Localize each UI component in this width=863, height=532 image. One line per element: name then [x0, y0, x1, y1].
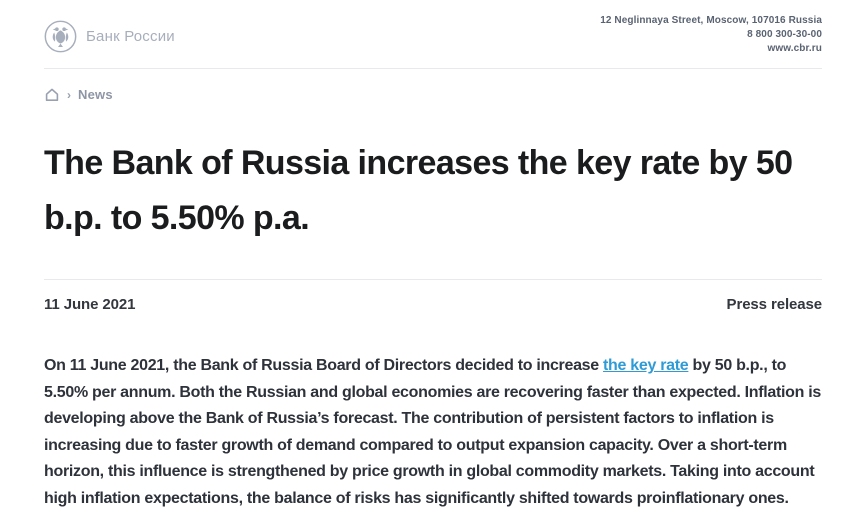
contact-website: www.cbr.ru	[767, 43, 822, 54]
header-divider	[44, 68, 822, 69]
breadcrumb: › News	[44, 86, 822, 103]
contact-info: 12 Neglinnaya Street, Moscow, 107016 Rus…	[600, 13, 822, 56]
page-title: The Bank of Russia increases the key rat…	[44, 144, 793, 237]
breadcrumb-item-news[interactable]: News	[78, 87, 113, 102]
article-date: 11 June 2021	[44, 296, 136, 313]
meta-divider	[44, 279, 822, 280]
article-meta: 11 June 2021 Press release	[44, 296, 822, 313]
bank-logo-label: Банк России	[86, 28, 175, 45]
press-release-label: Press release	[726, 296, 823, 313]
article-body: On 11 June 2021, the Bank of Russia Boar…	[44, 353, 822, 512]
breadcrumb-separator: ›	[67, 87, 71, 102]
body-text-after-link: by 50 b.p., to 5.50% per annum. Both the…	[44, 357, 822, 507]
contact-address: 12 Neglinnaya Street, Moscow, 107016 Rus…	[600, 15, 822, 26]
bank-logo[interactable]: Банк России	[44, 20, 175, 53]
key-rate-link[interactable]: the key rate	[603, 357, 689, 374]
bank-emblem-icon	[44, 20, 77, 53]
body-text-before-link: On 11 June 2021, the Bank of Russia Boar…	[44, 357, 604, 374]
site-header: Банк России 12 Neglinnaya Street, Moscow…	[44, 0, 822, 56]
contact-phone: 8 800 300-30-00	[747, 29, 822, 40]
home-icon[interactable]	[44, 87, 60, 103]
